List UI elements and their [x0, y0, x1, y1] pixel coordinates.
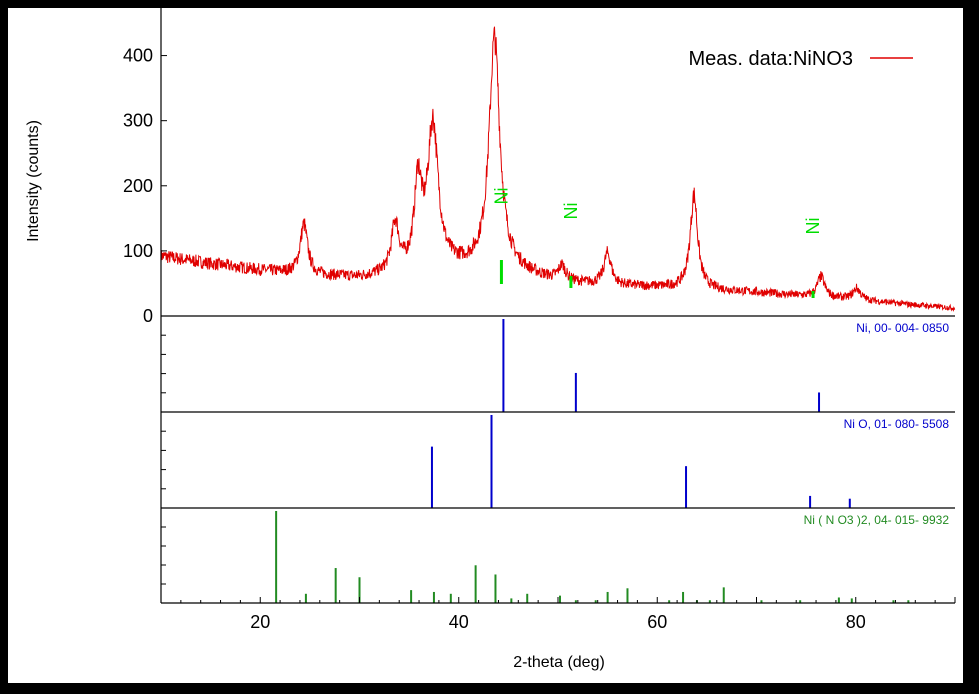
y-tick-label: 300 — [123, 111, 153, 131]
x-axis-label: 2-theta (deg) — [513, 654, 605, 671]
y-tick-label: 0 — [143, 306, 153, 326]
axes: 0 100 200 300 400 20 40 60 80 — [123, 8, 956, 632]
reference-label: Ni O, 01- 080- 5508 — [844, 417, 950, 431]
y-axis-label: Intensity (counts) — [25, 120, 42, 242]
phase-marker-label: Ni — [803, 218, 823, 235]
reference-label: Ni ( N O3 )2, 04- 015- 9932 — [804, 513, 950, 527]
xrd-chart: Ni Ni Ni Ni, 00- 004- 0850 Ni O, 01- 080- 5… — [25, 8, 956, 671]
y-tick-label: 200 — [123, 176, 153, 196]
x-tick-label: 80 — [846, 612, 866, 632]
legend-label: Meas. data:NiNO3 — [688, 48, 853, 70]
chart-frame: Ni Ni Ni Ni, 00- 004- 0850 Ni O, 01- 080- 5… — [8, 8, 963, 683]
y-tick-label: 100 — [123, 241, 153, 261]
phase-marker-label: Ni — [491, 188, 511, 205]
x-tick-label: 40 — [449, 612, 469, 632]
y-tick-label: 400 — [123, 46, 153, 66]
x-tick-label: 60 — [647, 612, 667, 632]
x-tick-label: 20 — [250, 612, 270, 632]
reference-label: Ni, 00- 004- 0850 — [856, 321, 949, 335]
phase-marker-label: Ni — [561, 203, 581, 220]
main-panel: Ni Ni Ni — [160, 26, 956, 312]
reference-panels: Ni, 00- 004- 0850 Ni O, 01- 080- 5508 Ni (… — [161, 319, 949, 603]
series-line — [160, 26, 956, 312]
